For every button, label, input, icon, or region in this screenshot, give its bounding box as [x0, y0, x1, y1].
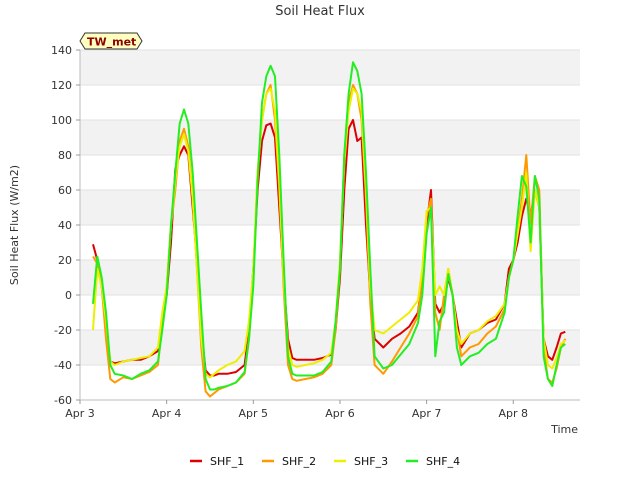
- series-lines: [92, 61, 567, 398]
- plot-area: [79, 49, 580, 401]
- y-tick-label: -20: [54, 324, 72, 337]
- y-axis: -60 -40 -20 0 20 40 60 80 100 120 140: [51, 44, 80, 407]
- y-tick-label: -40: [54, 359, 72, 372]
- chart-title: Soil Heat Flux: [275, 4, 365, 19]
- legend-label: SHF_4: [426, 455, 460, 468]
- series-line-shf-4: [92, 61, 566, 391]
- y-tick-label: 80: [58, 149, 72, 162]
- legend: SHF_1 SHF_2 SHF_3 SHF_4: [190, 455, 460, 468]
- y-tick-label: -60: [54, 394, 72, 407]
- x-tick-label: Apr 6: [325, 407, 355, 420]
- grid-band: [80, 190, 580, 225]
- y-tick-label: 120: [51, 79, 72, 92]
- x-tick-label: Apr 3: [65, 407, 95, 420]
- y-tick-label: 0: [65, 289, 72, 302]
- legend-label: SHF_1: [210, 455, 244, 468]
- y-axis-title: Soil Heat Flux (W/m2): [8, 165, 21, 285]
- x-tick-label: Apr 5: [239, 407, 269, 420]
- grid-band: [80, 50, 580, 85]
- x-axis-title: Time: [550, 423, 578, 436]
- x-tick-label: Apr 7: [412, 407, 442, 420]
- y-tick-label: 100: [51, 114, 72, 127]
- legend-item: SHF_3: [334, 455, 388, 468]
- legend-label: SHF_3: [354, 455, 388, 468]
- y-tick-label: 20: [58, 254, 72, 267]
- legend-label: SHF_2: [282, 455, 316, 468]
- legend-item: SHF_2: [262, 455, 316, 468]
- legend-item: SHF_4: [406, 455, 460, 468]
- badge-label: TW_met: [87, 36, 136, 49]
- grid-band: [80, 120, 580, 155]
- x-axis: Apr 3 Apr 4 Apr 5 Apr 6 Apr 7 Apr 8: [65, 400, 528, 420]
- y-tick-label: 40: [58, 219, 72, 232]
- x-tick-label: Apr 4: [152, 407, 182, 420]
- x-tick-label: Apr 8: [499, 407, 529, 420]
- station-badge: TW_met: [79, 32, 143, 50]
- badge-shape: [79, 32, 143, 50]
- grid-band: [80, 330, 580, 365]
- y-tick-label: 60: [58, 184, 72, 197]
- grid-band: [80, 260, 580, 295]
- legend-item: SHF_1: [190, 455, 244, 468]
- y-tick-label: 140: [51, 44, 72, 57]
